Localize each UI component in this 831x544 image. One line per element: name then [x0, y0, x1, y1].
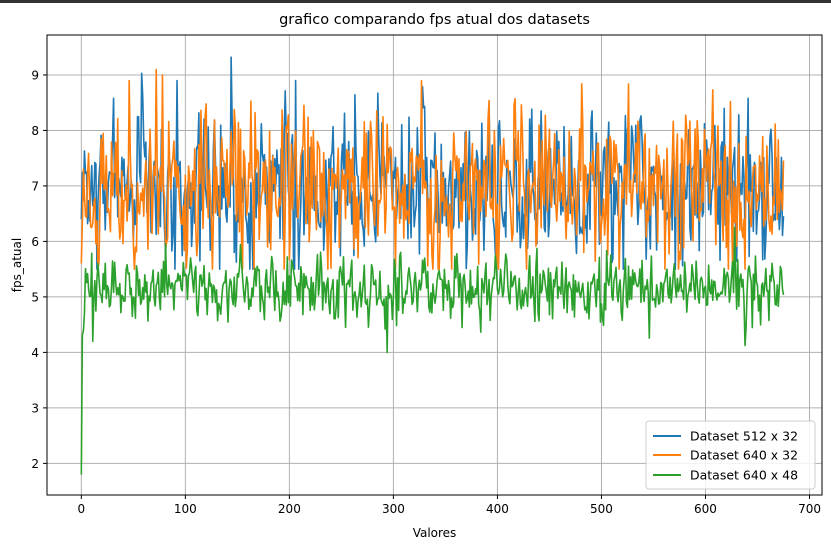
legend-label-640x32: Dataset 640 x 32	[690, 448, 798, 463]
series-lines	[80, 56, 785, 475]
x-tick-label: 500	[590, 502, 613, 516]
y-tick-label: 7	[31, 179, 39, 193]
x-tick-label: 600	[694, 502, 717, 516]
y-tick-label: 4	[31, 346, 39, 360]
x-tick-label: 0	[78, 502, 86, 516]
x-tick-label: 100	[174, 502, 197, 516]
y-tick-label: 2	[31, 457, 39, 471]
legend-label-640x48: Dataset 640 x 48	[690, 468, 798, 483]
y-tick-label: 5	[31, 290, 39, 304]
legend-box	[645, 420, 816, 490]
y-axis-label: fps_atual	[10, 238, 24, 292]
x-axis-label: Valores	[413, 526, 457, 540]
legend-label-512x32: Dataset 512 x 32	[690, 429, 798, 444]
chart-title: grafico comparando fps atual dos dataset…	[279, 12, 590, 28]
y-tick-label: 9	[31, 68, 39, 82]
y-tick-label: 8	[31, 124, 39, 138]
x-tick-label: 300	[382, 502, 405, 516]
series-line-dataset-640-x-32	[80, 68, 785, 270]
legend: Dataset 512 x 32 Dataset 640 x 32 Datase…	[645, 420, 816, 490]
y-tick-label: 6	[31, 235, 39, 249]
x-tick-label: 700	[798, 502, 821, 516]
x-axis-ticks: 0 100 200 300 400 500 600 700	[78, 495, 821, 516]
x-tick-label: 200	[278, 502, 301, 516]
y-tick-label: 3	[31, 401, 39, 415]
x-tick-label: 400	[486, 502, 509, 516]
window-top-border	[0, 0, 831, 3]
y-axis-ticks: 2 3 4 5 6 7 8 9	[31, 68, 47, 471]
plot-frame	[46, 34, 823, 496]
series-line-dataset-640-x-48	[80, 226, 785, 475]
